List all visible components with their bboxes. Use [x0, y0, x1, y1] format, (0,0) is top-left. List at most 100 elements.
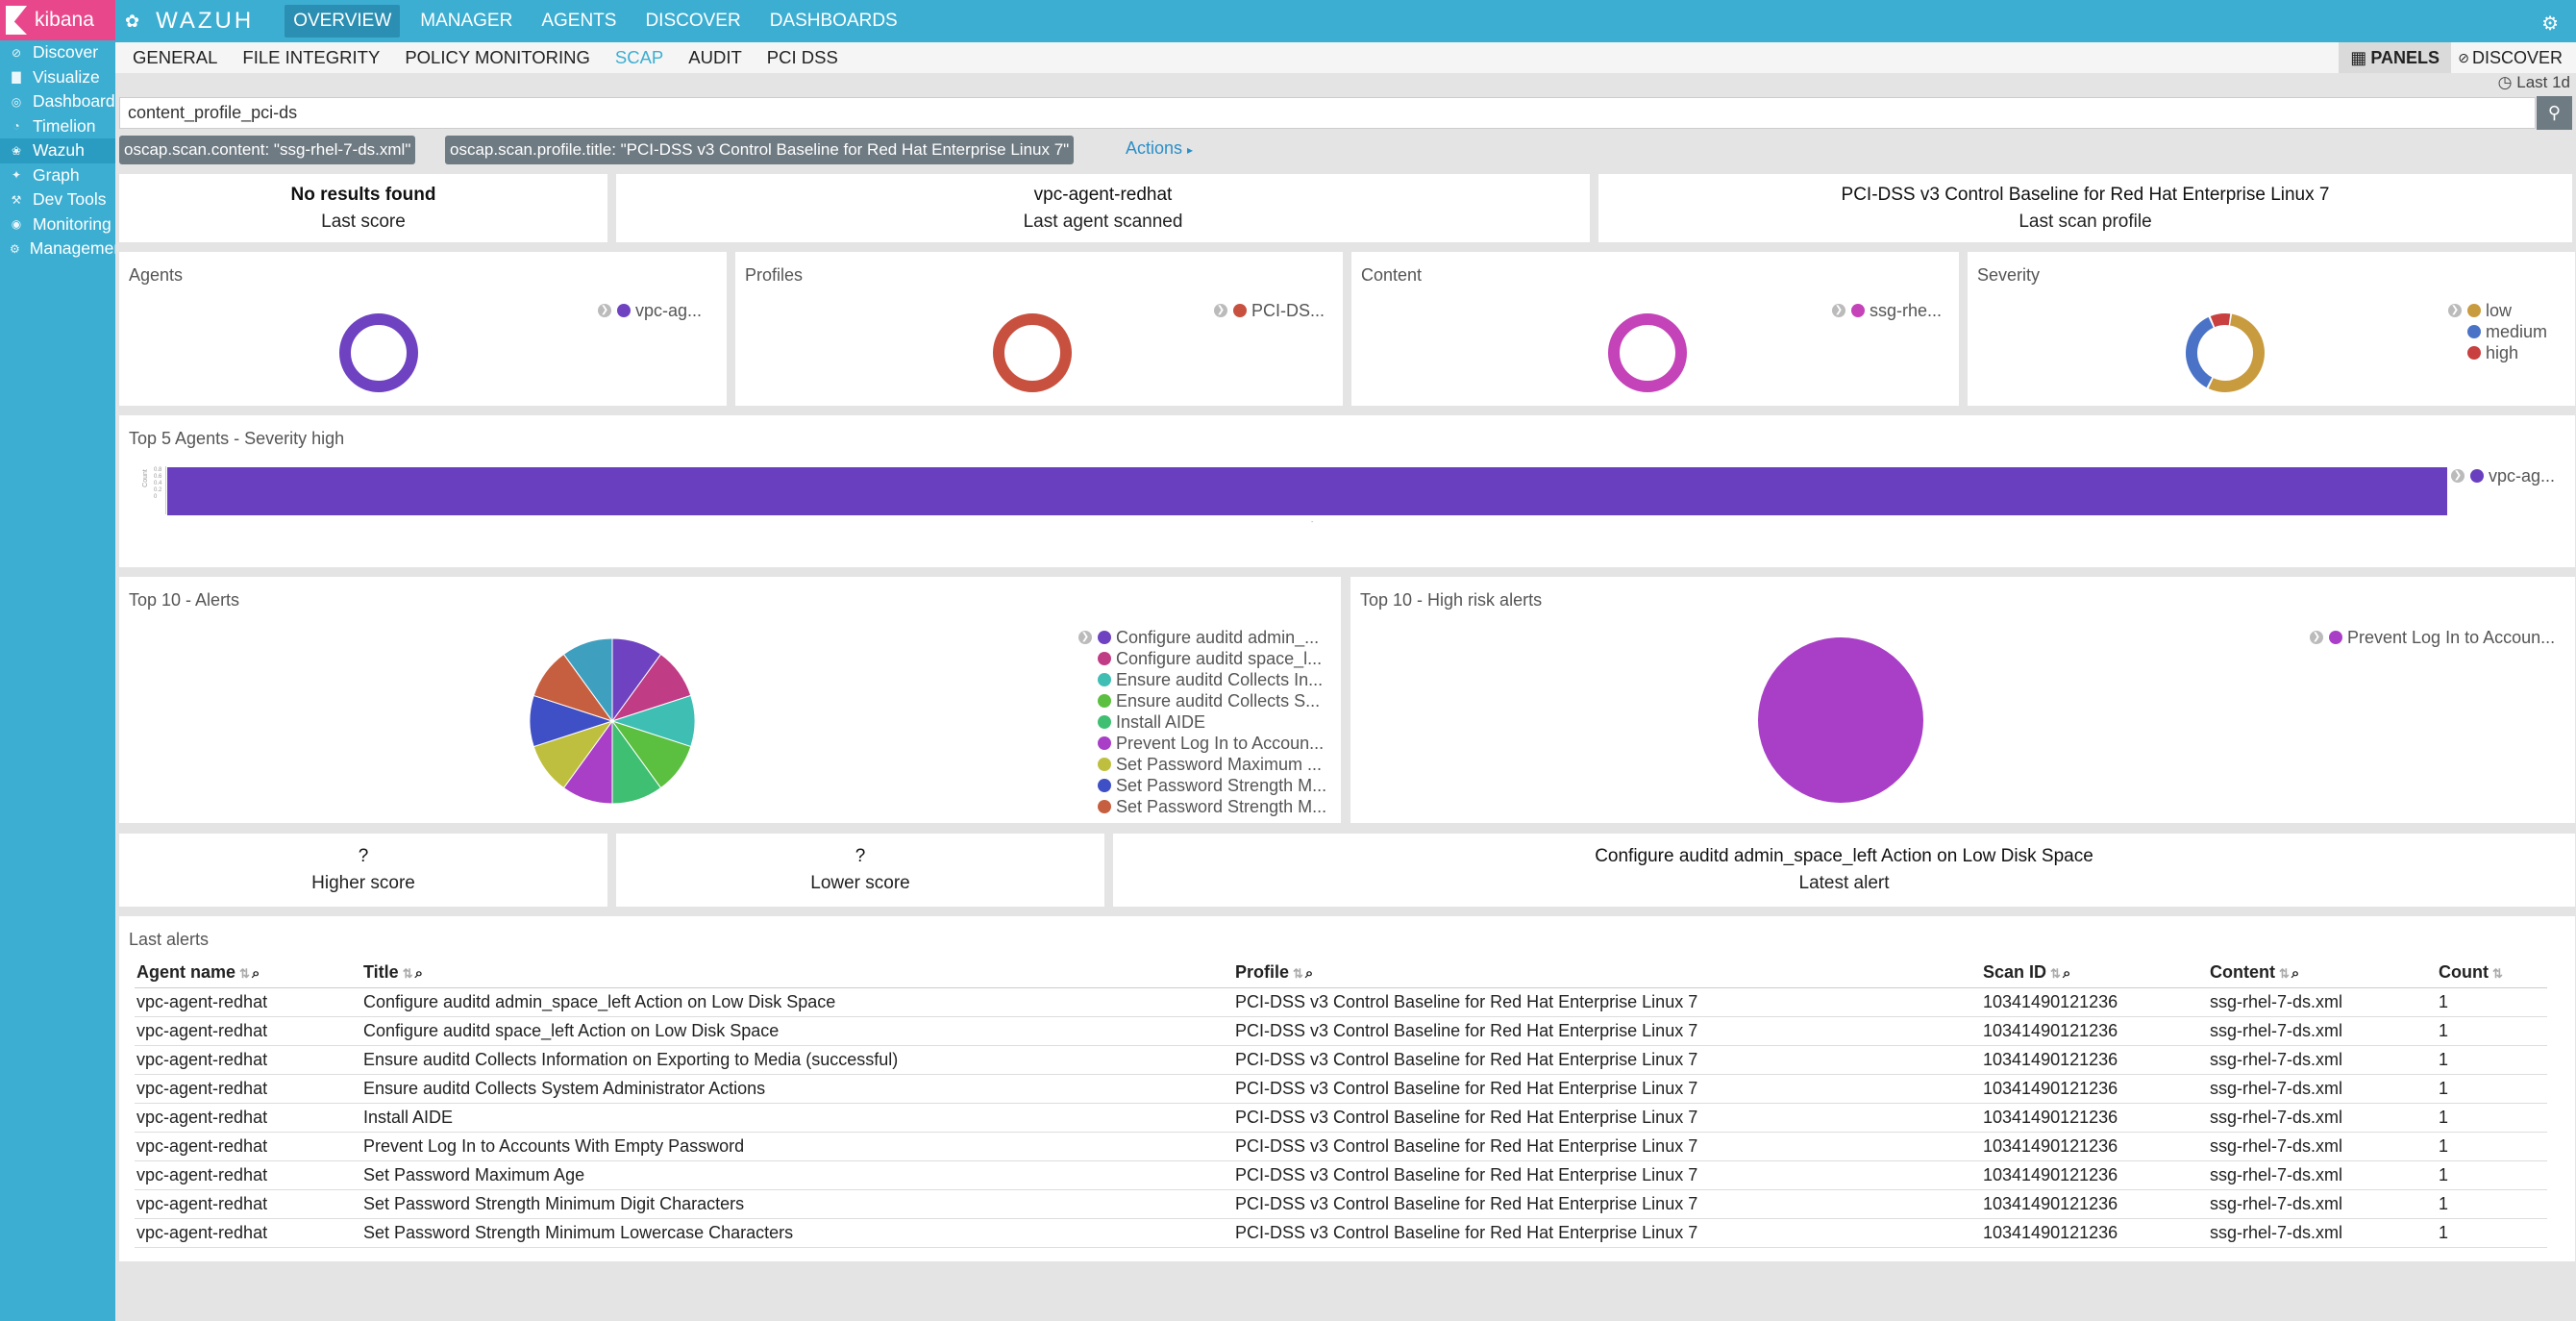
column-header[interactable]: Content ⇅ ⌕ [2208, 959, 2437, 988]
search-button[interactable]: ⚲ [2537, 96, 2572, 130]
table-row[interactable]: vpc-agent-redhat Set Password Maximum Age… [135, 1160, 2547, 1190]
topnav-discover[interactable]: DISCOVER [645, 11, 741, 31]
sidebar-item-monitoring[interactable]: ◉ Monitoring [0, 212, 115, 237]
legend-toggle-icon[interactable]: ❯ [2451, 469, 2465, 483]
legend-item[interactable]: ❯ vpc-ag... [2451, 465, 2555, 486]
filter-pill-content[interactable]: oscap.scan.content: "ssg-rhel-7-ds.xml" [119, 136, 416, 164]
topnav-overview[interactable]: OVERVIEW [285, 5, 401, 37]
table-row[interactable]: vpc-agent-redhat Set Password Strength Mi… [135, 1218, 2547, 1248]
sort-icon[interactable]: ⇅ [239, 966, 250, 982]
sidebar-item-management[interactable]: ⚙ Management [0, 237, 115, 262]
legend-color-dot [1098, 779, 1111, 792]
filter-search-icon[interactable]: ⌕ [2291, 965, 2300, 983]
bar-chart-icon: ▇ [12, 70, 21, 85]
column-header[interactable]: Title ⇅ ⌕ [361, 959, 1233, 988]
donut-slice[interactable] [339, 313, 418, 392]
pie-slice[interactable] [1758, 637, 1923, 803]
legend-item[interactable]: medium [2448, 321, 2547, 342]
table-cell: PCI-DSS v3 Control Baseline for Red Hat … [1233, 1160, 1981, 1190]
legend-item[interactable]: Set Password Maximum ... [1078, 754, 1326, 775]
sort-icon[interactable]: ⇅ [1293, 966, 1303, 982]
last-alerts-table: Agent name ⇅ ⌕ Title ⇅ ⌕ Profile ⇅ ⌕ Scan ID ⇅ ⌕ Con… [135, 959, 2547, 1248]
table-row[interactable]: vpc-agent-redhat Configure auditd admin_s… [135, 987, 2547, 1017]
tab-pci-dss[interactable]: PCI DSS [766, 47, 838, 67]
table-row[interactable]: vpc-agent-redhat Install AIDE PCI-DSS v3 C… [135, 1103, 2547, 1133]
sidebar-item-dev-tools[interactable]: ⚒ Dev Tools [0, 187, 115, 212]
panels-button[interactable]: ▦ PANELS [2339, 42, 2451, 73]
filter-search-icon[interactable]: ⌕ [1304, 965, 1314, 983]
legend-item[interactable]: ❯ Prevent Log In to Accoun... [2310, 627, 2555, 648]
legend-item[interactable]: Set Password Strength M... [1078, 775, 1326, 796]
filter-search-icon[interactable]: ⌕ [414, 965, 423, 983]
column-header[interactable]: Agent name ⇅ ⌕ [135, 959, 361, 988]
tab-scap[interactable]: SCAP [614, 47, 664, 67]
sort-icon[interactable]: ⇅ [402, 966, 413, 982]
table-row[interactable]: vpc-agent-redhat Ensure auditd Collects I… [135, 1045, 2547, 1075]
legend-item[interactable]: Ensure auditd Collects S... [1078, 690, 1326, 711]
legend-toggle-icon[interactable]: ❯ [598, 304, 611, 317]
filter-search-icon[interactable]: ⌕ [251, 965, 260, 983]
y-tick-label: 0.8 [154, 467, 162, 473]
legend-item[interactable]: ❯ low [2448, 300, 2547, 321]
table-row[interactable]: vpc-agent-redhat Ensure auditd Collects S… [135, 1074, 2547, 1104]
sidebar-item-timelion[interactable]: ◔ Timelion [0, 114, 115, 139]
column-header[interactable]: Scan ID ⇅ ⌕ [1981, 959, 2208, 988]
legend-toggle-icon[interactable]: ❯ [2448, 304, 2462, 317]
sort-icon[interactable]: ⇅ [2050, 966, 2061, 982]
pie-slice[interactable] [562, 637, 613, 723]
legend-item[interactable]: Configure auditd space_l... [1078, 648, 1326, 669]
legend-toggle-icon[interactable]: ❯ [2310, 631, 2323, 644]
legend-item[interactable]: Prevent Log In to Accoun... [1078, 733, 1326, 754]
topnav-manager[interactable]: MANAGER [420, 11, 513, 31]
search-input[interactable] [119, 97, 2536, 129]
table-cell: PCI-DSS v3 Control Baseline for Red Hat … [1233, 1103, 1981, 1133]
donut-slice[interactable] [993, 313, 1072, 392]
legend-item[interactable]: high [2448, 342, 2547, 363]
legend-toggle-icon[interactable]: ❯ [1832, 304, 1845, 317]
legend-item[interactable]: Ensure auditd Collects In... [1078, 669, 1326, 690]
sidebar-item-dashboard[interactable]: ◎ Dashboard [0, 89, 115, 114]
alerts-legend: ❯ Configure auditd admin_... Configure aud… [1078, 627, 1326, 817]
sidebar-item-wazuh[interactable]: ❀ Wazuh [0, 138, 115, 163]
tab-general[interactable]: GENERAL [133, 47, 218, 67]
table-row[interactable]: vpc-agent-redhat Configure auditd space_l… [135, 1016, 2547, 1046]
topnav-dashboards[interactable]: DASHBOARDS [769, 11, 898, 31]
metric-higher-score: ? Higher score [119, 834, 607, 907]
wazuh-logo[interactable]: ✿ WAZUH [125, 8, 255, 34]
legend-color-dot [2467, 325, 2481, 338]
kibana-logo[interactable]: kibana [0, 0, 115, 40]
sort-icon[interactable]: ⇅ [2491, 966, 2503, 982]
legend-toggle-icon[interactable]: ❯ [1078, 631, 1092, 644]
legend-item[interactable]: ❯ vpc-ag... [598, 300, 702, 321]
column-header[interactable]: Count ⇅ [2437, 959, 2547, 988]
legend-item[interactable]: ❯ Configure auditd admin_... [1078, 627, 1326, 648]
filter-actions-link[interactable]: Actions ▸ [1126, 138, 1194, 158]
sort-icon[interactable]: ⇅ [2278, 966, 2290, 982]
legend-item[interactable]: ❯ PCI-DS... [1214, 300, 1325, 321]
tab-audit[interactable]: AUDIT [688, 47, 742, 67]
legend-item[interactable]: ❯ ssg-rhe... [1832, 300, 1942, 321]
legend-toggle-icon[interactable]: ❯ [1214, 304, 1227, 317]
settings-gear-icon[interactable]: ⚙ [2541, 13, 2559, 35]
time-range-picker[interactable]: ◷ Last 1d [2497, 73, 2570, 91]
legend-item[interactable]: Install AIDE [1078, 711, 1326, 733]
filter-search-icon[interactable]: ⌕ [2062, 965, 2071, 983]
legend-label: Configure auditd space_l... [1116, 649, 1323, 668]
donut-slice-medium[interactable] [2186, 313, 2265, 392]
topnav-agents[interactable]: AGENTS [541, 11, 617, 31]
legend-item[interactable]: Set Password Strength M... [1078, 796, 1326, 817]
tab-file-integrity[interactable]: FILE INTEGRITY [242, 47, 381, 67]
tab-policy-monitoring[interactable]: POLICY MONITORING [405, 47, 590, 67]
column-header[interactable]: Profile ⇅ ⌕ [1233, 959, 1981, 988]
legend-color-dot [617, 304, 631, 317]
metric-label: Latest alert [1798, 873, 1890, 893]
sidebar-item-visualize[interactable]: ▇ Visualize [0, 65, 115, 90]
table-row[interactable]: vpc-agent-redhat Prevent Log In to Accoun… [135, 1132, 2547, 1161]
sidebar-item-discover[interactable]: ⊘ Discover [0, 40, 115, 65]
table-row[interactable]: vpc-agent-redhat Set Password Strength Mi… [135, 1189, 2547, 1219]
severity-high-bar[interactable] [167, 467, 2447, 515]
discover-button[interactable]: ⊘ DISCOVER [2458, 47, 2563, 67]
sidebar-item-graph[interactable]: ✦ Graph [0, 163, 115, 188]
filter-pill-profile[interactable]: oscap.scan.profile.title: "PCI-DSS v3 Co… [445, 136, 1075, 164]
donut-slice[interactable] [1608, 313, 1687, 392]
